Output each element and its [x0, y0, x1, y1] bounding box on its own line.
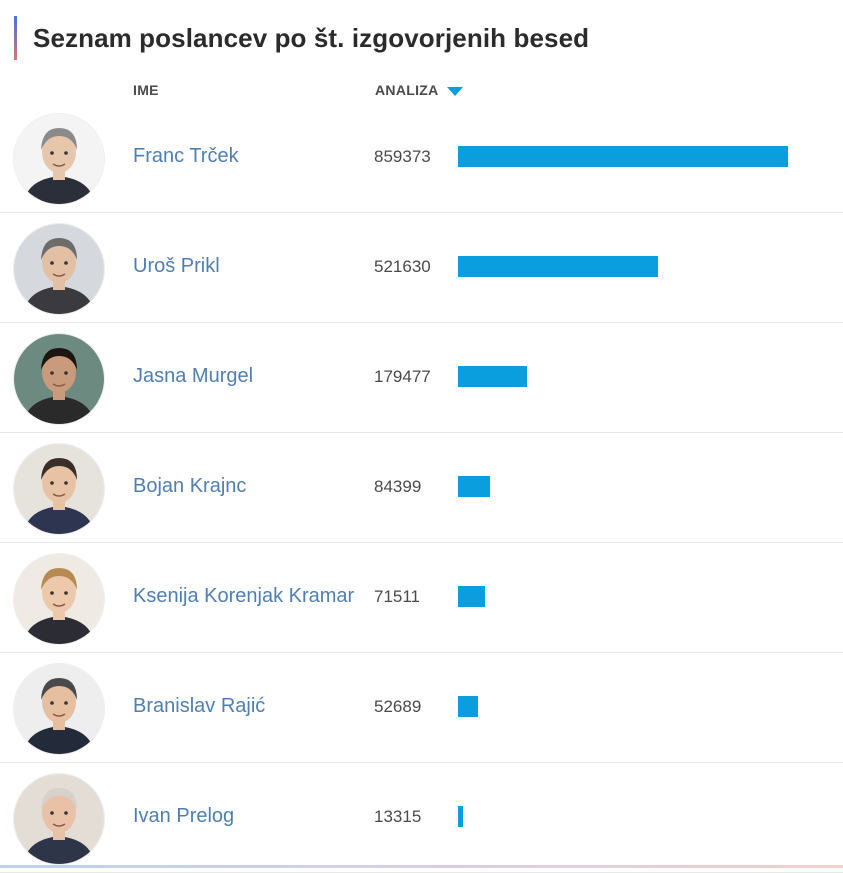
word-count-value: 52689	[374, 697, 422, 716]
title-accent-bar: Seznam poslancev po št. izgovorjenih bes…	[14, 16, 590, 60]
table-row: Branislav Rajić 52689	[0, 653, 843, 763]
member-name-link[interactable]: Bojan Krajnc	[133, 475, 247, 497]
word-count-bar	[458, 256, 658, 277]
word-count-value: 84399	[374, 477, 422, 496]
avatar[interactable]	[14, 334, 104, 424]
table-row: Bojan Krajnc 84399	[0, 433, 843, 543]
table-row: Ksenija Korenjak Kramar 71511	[0, 543, 843, 653]
word-count-bar	[458, 366, 527, 387]
column-header-analysis-label: ANALIZA	[375, 82, 439, 98]
table-row: Uroš Prikl 521630	[0, 213, 843, 323]
avatar[interactable]	[14, 114, 104, 204]
member-name-link[interactable]: Branislav Rajić	[133, 695, 266, 717]
avatar[interactable]	[14, 224, 104, 314]
avatar[interactable]	[14, 664, 104, 754]
member-name-link[interactable]: Uroš Prikl	[133, 255, 220, 277]
word-count-value: 13315	[374, 807, 422, 826]
word-count-value: 521630	[374, 257, 431, 276]
sort-down-icon[interactable]	[446, 86, 463, 96]
word-count-value: 71511	[374, 587, 421, 606]
avatar[interactable]	[14, 554, 104, 644]
table-row: Ivan Prelog 13315	[0, 763, 843, 873]
bottom-divider	[0, 865, 843, 868]
avatar[interactable]	[14, 444, 104, 534]
page-title: Seznam poslancev po št. izgovorjenih bes…	[33, 22, 590, 53]
member-name-link[interactable]: Jasna Murgel	[133, 365, 254, 387]
word-count-bar	[458, 806, 463, 827]
column-header-name[interactable]: IME	[133, 82, 159, 98]
word-count-bar	[458, 476, 490, 497]
table-row: Franc Trček 859373	[0, 103, 843, 213]
member-name-link[interactable]: Ksenija Korenjak Kramar	[133, 585, 355, 607]
avatar[interactable]	[14, 774, 104, 864]
table-row: Jasna Murgel 179477	[0, 323, 843, 433]
word-count-value: 859373	[374, 147, 431, 166]
column-header-analysis[interactable]: ANALIZA	[375, 82, 463, 98]
word-count-bar	[458, 146, 788, 167]
word-count-bar	[458, 696, 478, 717]
member-name-link[interactable]: Ivan Prelog	[133, 805, 235, 827]
member-name-link[interactable]: Franc Trček	[133, 145, 239, 167]
word-count-bar	[458, 586, 485, 607]
members-list: Franc Trček 859373 Uroš Prikl 521630 Jasna M…	[0, 103, 843, 873]
word-count-value: 179477	[374, 367, 431, 386]
